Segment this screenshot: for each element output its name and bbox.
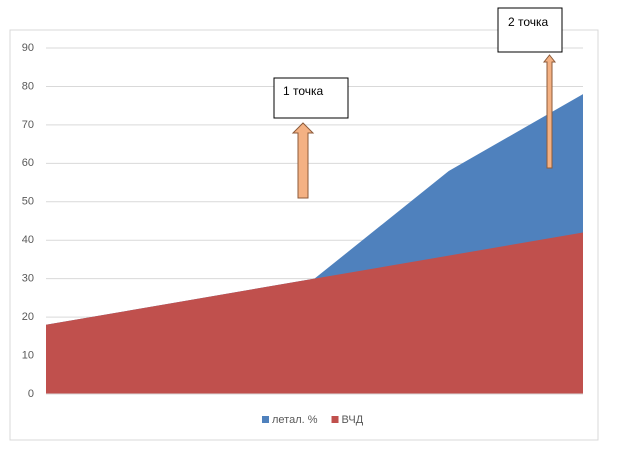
- y-tick-label: 90: [22, 42, 34, 54]
- annotation-box: [273, 77, 349, 119]
- y-tick-label: 40: [22, 234, 34, 246]
- legend-swatch: [262, 416, 269, 423]
- arrow: [291, 122, 315, 199]
- y-tick-label: 10: [22, 349, 34, 361]
- legend-label: ВЧД: [342, 414, 364, 426]
- y-tick-label: 60: [22, 157, 34, 169]
- y-tick-label: 0: [28, 388, 34, 400]
- y-tick-label: 50: [22, 196, 34, 208]
- plot-area: 0 10 20 30 40 50 60 70 80 90 летал. % ВЧД: [22, 42, 583, 426]
- arrow: [542, 54, 557, 169]
- y-tick-label: 80: [22, 80, 34, 92]
- y-tick-label: 20: [22, 311, 34, 323]
- legend-swatch: [331, 416, 339, 423]
- legend-label: летал. %: [272, 414, 318, 426]
- annotation-box: [497, 7, 563, 53]
- annotation: 2 точка: [508, 15, 549, 29]
- y-tick-label: 30: [22, 273, 34, 285]
- annotation: 1 точка: [283, 84, 324, 98]
- y-tick-label: 70: [22, 119, 34, 131]
- area: [46, 232, 583, 394]
